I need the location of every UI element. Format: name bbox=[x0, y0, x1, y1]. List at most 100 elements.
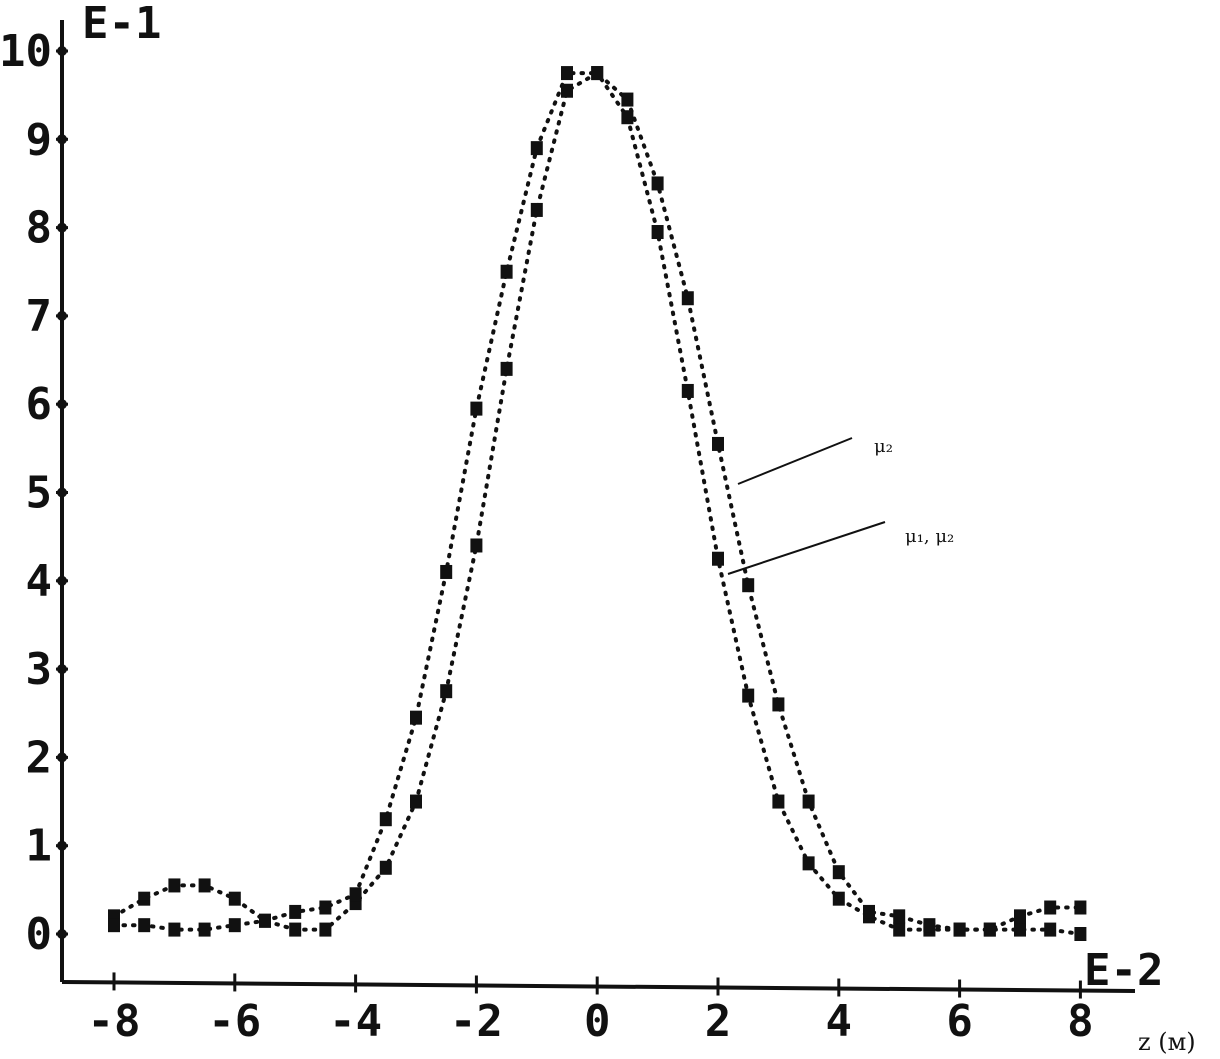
y-tick-dot bbox=[57, 487, 67, 498]
data-point bbox=[681, 291, 694, 306]
data-point bbox=[651, 225, 664, 240]
y-tick-dot bbox=[57, 310, 67, 321]
annotation-mu2: μ₂ bbox=[874, 436, 893, 457]
data-point bbox=[379, 860, 392, 875]
data-point bbox=[168, 922, 181, 937]
data-point bbox=[1074, 927, 1087, 941]
series-line bbox=[112, 71, 1083, 932]
data-point bbox=[289, 922, 302, 937]
y-tick-dot bbox=[57, 929, 67, 939]
y-tick-label: 7 bbox=[26, 291, 53, 342]
data-point bbox=[893, 909, 906, 924]
data-point bbox=[500, 264, 513, 279]
x-tick-label: -4 bbox=[329, 996, 382, 1047]
data-point bbox=[712, 436, 724, 451]
data-point bbox=[228, 918, 241, 933]
data-point bbox=[742, 578, 755, 593]
data-point bbox=[440, 684, 453, 699]
y-tick-dot bbox=[57, 222, 67, 233]
data-point bbox=[832, 891, 845, 906]
y-tick-label: 3 bbox=[26, 644, 53, 695]
series-line bbox=[112, 70, 1083, 936]
y-tick-label: 4 bbox=[26, 556, 53, 607]
data-point bbox=[440, 564, 453, 579]
data-point bbox=[832, 865, 845, 880]
x-axis-title: z (м) bbox=[1138, 1028, 1196, 1056]
series-layer bbox=[108, 66, 1087, 941]
y-tick-dot bbox=[57, 840, 67, 851]
x-tick-label: 4 bbox=[826, 996, 853, 1047]
data-point bbox=[138, 891, 151, 906]
data-point bbox=[530, 141, 543, 156]
x-tick-label: 0 bbox=[584, 996, 611, 1047]
data-point bbox=[561, 83, 573, 98]
data-point bbox=[742, 688, 755, 703]
y-tick-dot bbox=[57, 575, 67, 586]
data-point bbox=[802, 794, 815, 809]
data-point bbox=[379, 812, 392, 827]
y-tick-dot bbox=[57, 46, 67, 56]
data-point bbox=[772, 794, 785, 809]
data-point bbox=[1044, 922, 1057, 937]
data-point bbox=[621, 110, 634, 125]
data-point bbox=[168, 878, 181, 893]
y-tick-label: 8 bbox=[26, 203, 53, 254]
data-point bbox=[712, 551, 724, 566]
y-tick-label: 0 bbox=[26, 909, 53, 960]
data-point bbox=[289, 904, 302, 919]
data-point bbox=[470, 401, 483, 416]
data-point bbox=[530, 202, 543, 217]
x-tick-label: 6 bbox=[946, 996, 973, 1047]
y-tick-label: 10 bbox=[0, 26, 52, 77]
x-tick-label: -6 bbox=[208, 996, 261, 1047]
y-tick-label: 6 bbox=[26, 379, 53, 430]
y-tick-label: 1 bbox=[26, 821, 53, 872]
data-point bbox=[198, 922, 211, 937]
annotation-mu1-mu2: μ₁, μ₂ bbox=[905, 526, 954, 547]
data-point bbox=[772, 697, 785, 712]
data-point bbox=[500, 361, 513, 376]
data-point bbox=[1044, 900, 1057, 915]
data-point bbox=[228, 891, 241, 906]
x-tick-label: 8 bbox=[1067, 996, 1094, 1047]
data-point bbox=[319, 922, 332, 937]
data-point bbox=[410, 794, 422, 809]
data-point bbox=[591, 66, 604, 81]
x-ticks: -8 -6 -4 -2 0 2 4 6 8 bbox=[88, 972, 1094, 1047]
data-point bbox=[1014, 922, 1026, 937]
x-tick-label: -8 bbox=[88, 996, 141, 1047]
y-tick-dot bbox=[57, 134, 67, 145]
data-point bbox=[1014, 909, 1026, 924]
data-point bbox=[621, 92, 634, 107]
data-point bbox=[681, 383, 694, 398]
annotation-layer: μ₂ μ₁, μ₂ bbox=[727, 436, 954, 575]
series-2 bbox=[108, 66, 1087, 937]
y-ticks: 0 1 2 3 4 5 6 7 8 9 10 bbox=[0, 26, 68, 960]
data-point bbox=[349, 887, 362, 902]
data-point bbox=[983, 922, 996, 937]
y-tick-label: 9 bbox=[26, 114, 53, 165]
y-tick-label: 5 bbox=[26, 468, 53, 519]
data-point bbox=[802, 856, 815, 871]
data-point bbox=[108, 918, 120, 933]
data-point bbox=[893, 922, 906, 937]
data-point bbox=[319, 900, 332, 915]
data-point bbox=[410, 710, 422, 725]
y-multiplier-label: E-1 bbox=[82, 0, 161, 49]
annotation-leader-mu1-mu2 bbox=[727, 521, 886, 575]
y-tick-dot bbox=[57, 399, 67, 410]
data-point bbox=[138, 918, 151, 933]
x-multiplier-label: E-2 bbox=[1084, 945, 1163, 996]
y-tick-label: 2 bbox=[26, 732, 53, 783]
data-point bbox=[259, 913, 271, 928]
x-tick-label: -2 bbox=[450, 996, 503, 1047]
y-tick-dot bbox=[57, 664, 67, 675]
data-point bbox=[923, 918, 936, 933]
data-point bbox=[651, 176, 664, 191]
series-1 bbox=[108, 66, 1087, 941]
y-tick-dot bbox=[57, 752, 67, 763]
data-point bbox=[561, 66, 573, 81]
data-point bbox=[470, 538, 483, 553]
x-tick-label: 2 bbox=[705, 996, 732, 1047]
